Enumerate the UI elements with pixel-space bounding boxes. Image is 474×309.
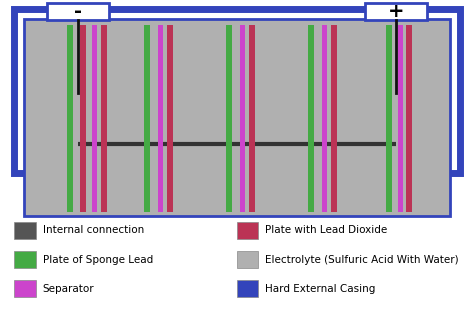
Bar [47,3,109,20]
Bar [240,25,245,212]
Bar [237,251,258,268]
Text: -: - [74,2,82,21]
Text: +: + [388,2,404,21]
Bar [80,25,86,212]
Bar [14,251,36,268]
Bar [331,25,337,212]
Bar [67,25,73,212]
Bar [365,3,427,20]
Bar [14,281,36,297]
Bar [237,281,258,297]
Bar [24,19,450,216]
Text: Plate of Sponge Lead: Plate of Sponge Lead [43,255,153,265]
Text: Plate with Lead Dioxide: Plate with Lead Dioxide [265,225,388,235]
Bar [385,25,392,212]
Text: Hard External Casing: Hard External Casing [265,284,376,294]
Bar [405,25,411,212]
Bar [166,25,173,212]
Bar [101,25,107,212]
Bar [157,25,163,212]
Text: Internal connection: Internal connection [43,225,144,235]
Bar [248,25,255,212]
Bar [14,9,460,173]
Text: Electrolyte (Sulfuric Acid With Water): Electrolyte (Sulfuric Acid With Water) [265,255,459,265]
Text: Separator: Separator [43,284,94,294]
Bar [308,25,314,212]
Bar [92,25,98,212]
Bar [237,222,258,239]
Bar [144,25,150,212]
Bar [14,222,36,239]
Bar [398,25,403,212]
Bar [226,25,232,212]
Bar [321,25,327,212]
